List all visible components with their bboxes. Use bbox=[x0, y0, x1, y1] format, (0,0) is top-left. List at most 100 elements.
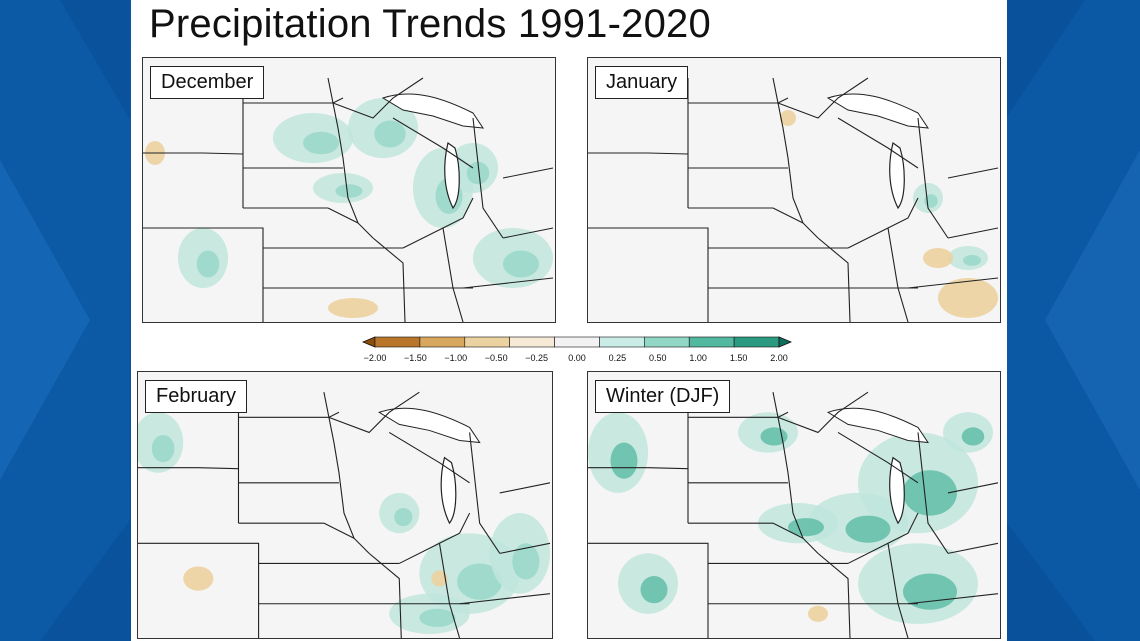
colorbar-tick-label: −0.50 bbox=[484, 353, 508, 363]
state-border bbox=[502, 227, 554, 239]
colorbar-segment bbox=[733, 336, 780, 348]
trend-area-wetter bbox=[419, 608, 456, 627]
colorbar-tick-label: 2.00 bbox=[770, 353, 788, 363]
colorbar-tick-label: 0.25 bbox=[608, 353, 627, 363]
lake-michigan bbox=[889, 141, 905, 210]
slide: Precipitation Trends 1991-2020 December … bbox=[131, 0, 1007, 641]
state-border bbox=[399, 512, 471, 564]
trend-area-dry bbox=[780, 110, 796, 126]
trend-area-wetter bbox=[512, 543, 540, 580]
state-border bbox=[499, 482, 551, 494]
state-border bbox=[887, 227, 909, 322]
state-border bbox=[907, 277, 999, 289]
trend-area-wetter bbox=[640, 576, 668, 604]
background-right bbox=[1005, 0, 1140, 641]
state-border bbox=[947, 167, 999, 179]
trend-area-wetter bbox=[374, 120, 406, 148]
state-border bbox=[372, 237, 406, 322]
state-border bbox=[392, 117, 474, 169]
lake-superior bbox=[381, 93, 485, 129]
trend-area-dry bbox=[923, 248, 953, 268]
state-border bbox=[499, 542, 551, 554]
state-border bbox=[472, 117, 504, 239]
state-border bbox=[947, 227, 999, 239]
lake-michigan bbox=[440, 456, 457, 525]
trend-area-dry bbox=[938, 278, 998, 318]
state-border bbox=[837, 117, 919, 169]
panel-label: December bbox=[150, 66, 265, 99]
state-border bbox=[323, 522, 355, 539]
trend-area-wetter bbox=[963, 255, 981, 266]
trend-area-wetter bbox=[151, 434, 175, 463]
state-border bbox=[138, 467, 239, 470]
trend-area-wetter bbox=[845, 515, 891, 543]
state-border bbox=[777, 391, 869, 434]
colorbar-tick-label: 1.50 bbox=[729, 353, 748, 363]
state-border bbox=[847, 512, 919, 564]
colorbar-tick-label: 0.50 bbox=[649, 353, 667, 363]
colorbar-tick-label: −2.00 bbox=[363, 353, 387, 363]
state-border bbox=[917, 117, 949, 239]
state-border bbox=[138, 542, 260, 638]
lake-superior bbox=[826, 93, 930, 129]
state-border bbox=[947, 542, 999, 554]
state-border bbox=[917, 432, 949, 554]
panel-label: January bbox=[595, 66, 689, 99]
colorbar-segment bbox=[554, 336, 600, 348]
state-border bbox=[469, 432, 501, 554]
state-border bbox=[847, 197, 919, 249]
colorbar-segment bbox=[599, 336, 645, 348]
state-border bbox=[442, 227, 464, 322]
trend-area-dry bbox=[431, 570, 448, 587]
state-border bbox=[143, 227, 264, 322]
colorbar-segment bbox=[509, 336, 555, 348]
state-border bbox=[817, 552, 851, 638]
map-panel-winter-djf: Winter (DJF) bbox=[587, 371, 1001, 639]
state-border bbox=[327, 207, 359, 224]
slide-title: Precipitation Trends 1991-2020 bbox=[149, 2, 711, 46]
state-border bbox=[772, 522, 804, 539]
state-border bbox=[143, 152, 244, 155]
state-border bbox=[238, 411, 340, 418]
trend-area-wetter bbox=[394, 508, 413, 527]
lake-superior bbox=[826, 407, 930, 444]
trend-area-wetter bbox=[196, 250, 220, 278]
state-border bbox=[368, 552, 402, 638]
state-border bbox=[502, 167, 554, 179]
state-border bbox=[772, 207, 804, 224]
colorbar-segment bbox=[374, 336, 421, 348]
lake-michigan bbox=[444, 141, 460, 210]
colorbar-tick-label: 0.00 bbox=[568, 353, 586, 363]
state-border bbox=[459, 593, 551, 605]
state-border bbox=[588, 467, 689, 470]
panel-label: Winter (DJF) bbox=[595, 380, 731, 413]
lake-michigan bbox=[889, 456, 905, 525]
trend-area-wetter bbox=[457, 563, 503, 600]
colorbar-tick-label: −1.50 bbox=[404, 353, 427, 363]
panel-label: February bbox=[145, 380, 248, 413]
colorbar-tick-label: −1.00 bbox=[444, 353, 468, 363]
colorbar-arrow-low bbox=[361, 336, 376, 348]
trend-area-dry bbox=[183, 566, 214, 591]
state-border bbox=[332, 77, 424, 119]
trend-area-wetter bbox=[503, 250, 539, 278]
state-border bbox=[402, 197, 474, 249]
state-border bbox=[817, 237, 851, 322]
map-panel-february: February bbox=[137, 371, 553, 639]
trend-area-wetter bbox=[303, 131, 339, 155]
map-panel-january: January bbox=[587, 57, 1001, 323]
state-border bbox=[388, 431, 470, 484]
state-border bbox=[462, 277, 554, 289]
trend-area-wetter bbox=[610, 442, 638, 479]
background-left bbox=[0, 0, 130, 641]
trend-area-wetter bbox=[903, 573, 957, 610]
trend-area-dry bbox=[328, 298, 378, 318]
trend-area-wetter bbox=[335, 184, 363, 198]
lake-superior bbox=[377, 407, 481, 444]
state-border bbox=[947, 482, 999, 494]
map-panel-december: December bbox=[142, 57, 556, 323]
colorbar-segment bbox=[419, 336, 466, 348]
colorbar-tick-label: 1.00 bbox=[689, 353, 707, 363]
state-border bbox=[328, 391, 420, 434]
colorbar-tick-label: −0.25 bbox=[525, 353, 548, 363]
